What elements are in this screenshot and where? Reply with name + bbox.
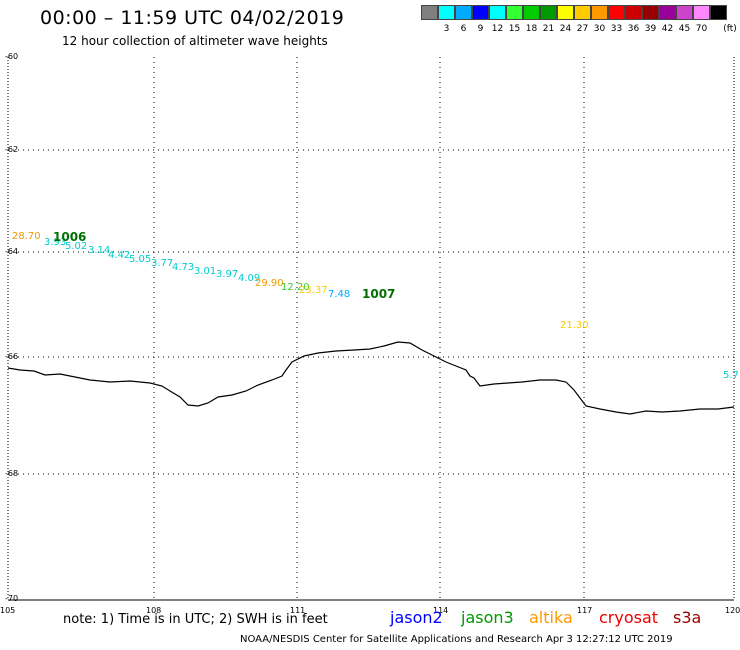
wave-height-label: 28.70 bbox=[12, 231, 41, 242]
legend-swatch bbox=[642, 5, 659, 20]
legend-tick-label: 9 bbox=[477, 24, 484, 34]
legend-swatch bbox=[472, 5, 489, 20]
satellite-label-jason3: jason3 bbox=[461, 608, 514, 627]
wave-height-label: 5.05 bbox=[129, 254, 152, 265]
legend-swatch bbox=[591, 5, 608, 20]
legend-swatch bbox=[608, 5, 625, 20]
page-title: 00:00 – 11:59 UTC 04/02/2019 bbox=[40, 7, 345, 29]
legend-tick-label: 12 bbox=[491, 24, 504, 34]
wave-height-label: 3.97 bbox=[216, 269, 239, 280]
lon-label-111: 111 bbox=[290, 606, 306, 615]
legend-tick-label: 36 bbox=[627, 24, 640, 34]
legend-tick-label: 21 bbox=[542, 24, 555, 34]
lon-label-108: 108 bbox=[146, 606, 162, 615]
lat-label-60: -60 bbox=[5, 52, 19, 61]
legend-swatch bbox=[676, 5, 693, 20]
lon-label-120: 120 bbox=[725, 606, 740, 615]
wave-height-label: 5.02 bbox=[65, 241, 88, 252]
wave-height-label: 5.7 bbox=[723, 370, 739, 381]
legend-swatch bbox=[557, 5, 574, 20]
satellite-label-s3a: s3a bbox=[673, 608, 702, 627]
wave-height-label: 3.77 bbox=[151, 258, 174, 269]
lat-label-70: -70 bbox=[5, 594, 19, 603]
wave-height-label: 4.42 bbox=[108, 250, 131, 261]
wave-height-label: 21.30 bbox=[560, 320, 589, 331]
legend-swatch bbox=[438, 5, 455, 20]
lat-label-62: -62 bbox=[5, 145, 19, 154]
wave-height-label: 3.01 bbox=[194, 266, 217, 277]
legend-swatch bbox=[710, 5, 727, 20]
legend-tick-label: 3 bbox=[443, 24, 450, 34]
wave-height-label: 12.20 bbox=[281, 282, 310, 293]
lat-label-64: -64 bbox=[5, 247, 19, 256]
grid-lines bbox=[8, 57, 734, 600]
legend-tick-label: 42 bbox=[661, 24, 674, 34]
legend-tick-label: 27 bbox=[576, 24, 589, 34]
satellite-label-cryosat: cryosat bbox=[599, 608, 659, 627]
satellite-label-jason2: jason2 bbox=[390, 608, 443, 627]
lon-label-114: 114 bbox=[433, 606, 449, 615]
map-frame bbox=[7, 57, 735, 601]
legend-tick-label: 33 bbox=[610, 24, 623, 34]
lon-label-117: 117 bbox=[577, 606, 593, 615]
legend-tick-label: 24 bbox=[559, 24, 572, 34]
page-subtitle: 12 hour collection of altimeter wave hei… bbox=[62, 34, 328, 48]
legend-tick-label: 45 bbox=[678, 24, 691, 34]
legend-tick-label: 39 bbox=[644, 24, 657, 34]
footer-note: note: 1) Time is in UTC; 2) SWH is in fe… bbox=[63, 612, 328, 627]
legend-tick-label: 70 bbox=[695, 24, 708, 34]
lat-label-68: -68 bbox=[5, 469, 19, 478]
legend-tick-label: 15 bbox=[508, 24, 521, 34]
legend-tick-label: 6 bbox=[460, 24, 467, 34]
legend-swatch bbox=[693, 5, 710, 20]
legend-swatch bbox=[455, 5, 472, 20]
wave-height-label: 4.73 bbox=[172, 262, 195, 273]
pressure-label-1006: 1006 bbox=[53, 230, 87, 244]
legend-swatch bbox=[574, 5, 591, 20]
pressure-label-1007: 1007 bbox=[362, 287, 396, 301]
wave-height-label: 4.09 bbox=[238, 273, 261, 284]
wave-height-label: 3.93 bbox=[44, 237, 67, 248]
legend-swatch bbox=[659, 5, 676, 20]
legend-swatch bbox=[489, 5, 506, 20]
lat-label-66: -66 bbox=[5, 352, 19, 361]
legend-swatch bbox=[421, 5, 438, 20]
legend-tick-label: 30 bbox=[593, 24, 606, 34]
legend-swatch bbox=[523, 5, 540, 20]
legend-swatch bbox=[540, 5, 557, 20]
lon-label-105: 105 bbox=[0, 606, 16, 615]
satellite-label-altika: altika bbox=[529, 608, 573, 627]
wave-height-label: 3.14 bbox=[88, 245, 111, 256]
wave-height-label: 29.90 bbox=[255, 278, 284, 289]
legend-unit: (ft) bbox=[723, 24, 737, 34]
wave-height-label: 7.48 bbox=[328, 289, 351, 300]
coastline bbox=[7, 341, 735, 415]
legend-tick-label: 18 bbox=[525, 24, 538, 34]
wave-height-label: 23.37 bbox=[299, 285, 328, 296]
legend-swatch bbox=[506, 5, 523, 20]
legend-swatch bbox=[625, 5, 642, 20]
credit-line: NOAA/NESDIS Center for Satellite Applica… bbox=[240, 634, 673, 645]
